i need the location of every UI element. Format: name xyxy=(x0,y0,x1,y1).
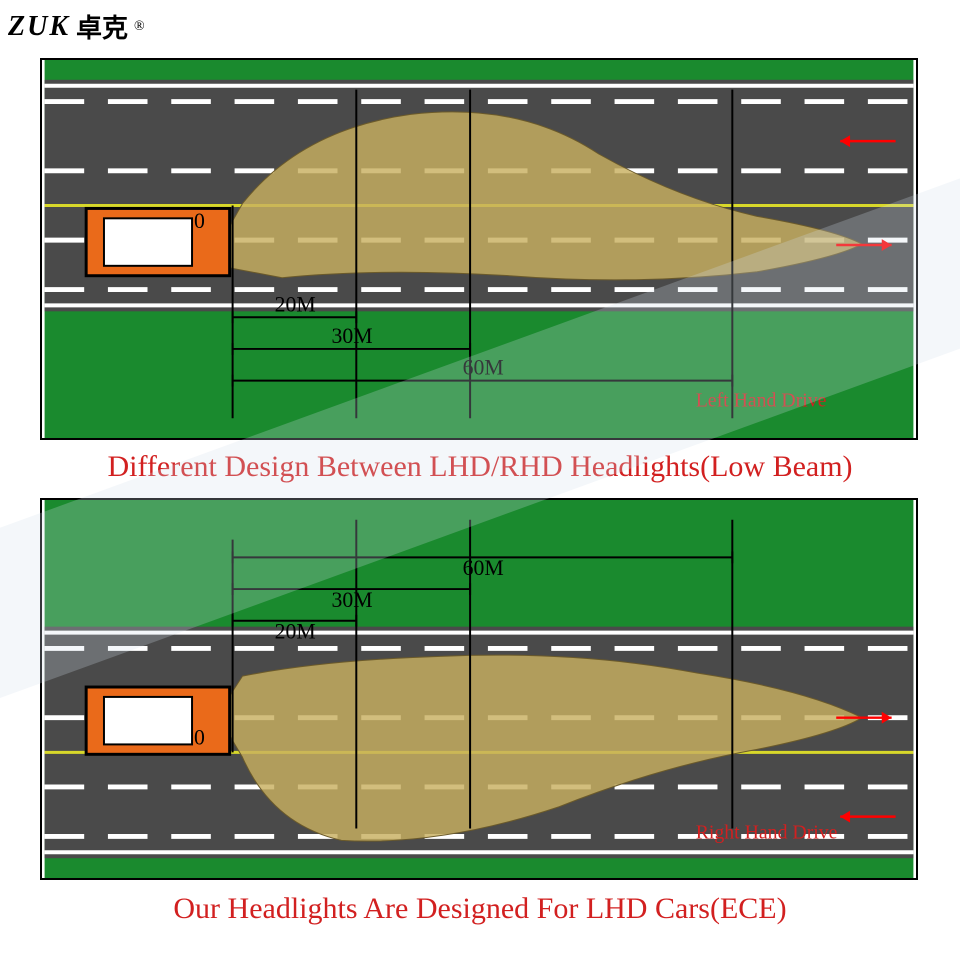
svg-text:0: 0 xyxy=(194,725,205,749)
svg-text:Left Hand Drive: Left Hand Drive xyxy=(696,389,827,411)
rhd-diagram: 0 20M 30M 60M Right Hand Drive xyxy=(40,498,918,880)
caption-bottom: Our Headlights Are Designed For LHD Cars… xyxy=(0,892,960,926)
logo-text-en: ZUK xyxy=(8,11,70,43)
svg-text:30M: 30M xyxy=(332,324,373,348)
svg-text:20M: 20M xyxy=(275,620,316,644)
caption-middle: Different Design Between LHD/RHD Headlig… xyxy=(0,450,960,484)
logo-text-cn: 卓克 xyxy=(76,8,128,45)
svg-text:30M: 30M xyxy=(332,588,373,612)
svg-text:60M: 60M xyxy=(463,356,504,380)
registered-icon: ® xyxy=(134,19,145,35)
brand-logo: ZUK 卓克 ® xyxy=(8,8,145,45)
svg-text:60M: 60M xyxy=(463,556,504,580)
svg-text:20M: 20M xyxy=(275,292,316,316)
svg-text:0: 0 xyxy=(194,209,205,233)
svg-text:Right Hand Drive: Right Hand Drive xyxy=(696,821,838,843)
lhd-diagram: 0 20M 30M 60M Left Hand Drive xyxy=(40,58,918,440)
